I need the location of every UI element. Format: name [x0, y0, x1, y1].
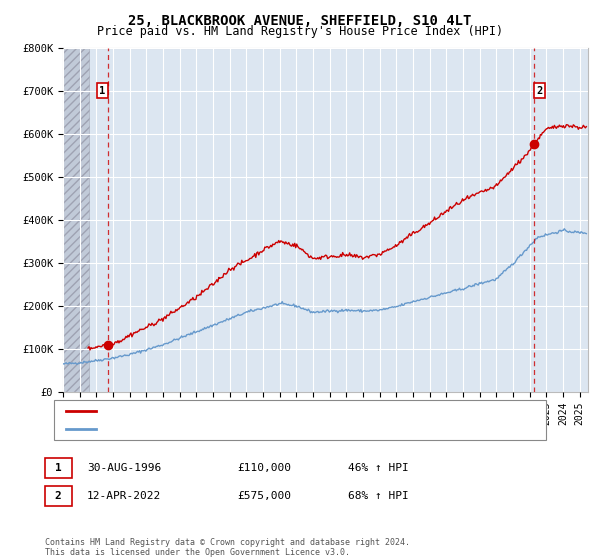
Bar — [63, 48, 89, 392]
Text: 25, BLACKBROOK AVENUE, SHEFFIELD, S10 4LT: 25, BLACKBROOK AVENUE, SHEFFIELD, S10 4L… — [128, 14, 472, 28]
Text: 2: 2 — [55, 491, 62, 501]
Text: 1: 1 — [100, 86, 106, 96]
Text: Contains HM Land Registry data © Crown copyright and database right 2024.
This d: Contains HM Land Registry data © Crown c… — [45, 538, 410, 557]
Text: 12-APR-2022: 12-APR-2022 — [87, 491, 161, 501]
Text: 68% ↑ HPI: 68% ↑ HPI — [348, 491, 409, 501]
Text: £110,000: £110,000 — [237, 463, 291, 473]
Text: £575,000: £575,000 — [237, 491, 291, 501]
Text: 1: 1 — [55, 463, 62, 473]
Text: 30-AUG-1996: 30-AUG-1996 — [87, 463, 161, 473]
Text: 2: 2 — [536, 86, 542, 96]
Text: 46% ↑ HPI: 46% ↑ HPI — [348, 463, 409, 473]
Text: 25, BLACKBROOK AVENUE, SHEFFIELD, S10 4LT (detached house): 25, BLACKBROOK AVENUE, SHEFFIELD, S10 4L… — [105, 407, 467, 417]
Text: HPI: Average price, detached house, Sheffield: HPI: Average price, detached house, Shef… — [105, 423, 386, 433]
Text: Price paid vs. HM Land Registry's House Price Index (HPI): Price paid vs. HM Land Registry's House … — [97, 25, 503, 38]
